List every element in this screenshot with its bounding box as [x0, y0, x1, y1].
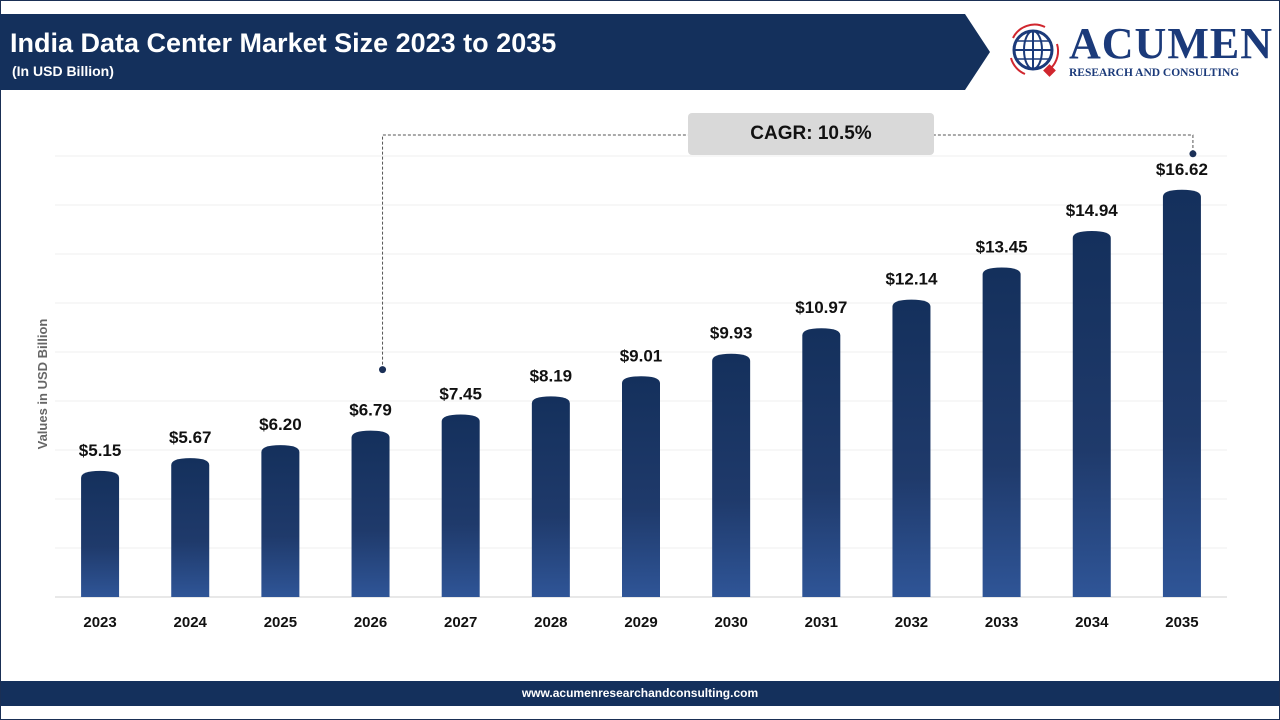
title-banner — [0, 14, 990, 90]
x-tick-label: 2027 — [444, 614, 477, 631]
logo-wordmark: ACUMEN — [1069, 19, 1273, 68]
x-tick-label: 2033 — [985, 614, 1018, 631]
bar-2033 — [982, 267, 1021, 597]
globe-icon — [1010, 23, 1060, 77]
x-tick-label: 2032 — [895, 614, 928, 631]
logo-tagline: RESEARCH AND CONSULTING — [1069, 67, 1240, 79]
acumen-logo: ACUMEN RESEARCH AND CONSULTING — [1005, 22, 1272, 82]
x-tick-label: 2026 — [354, 614, 387, 631]
x-tick-label: 2035 — [1165, 614, 1198, 631]
cagr-annotation: CAGR: 10.5% — [688, 113, 934, 155]
bar-2023 — [81, 470, 120, 597]
data-label: $9.01 — [620, 346, 663, 365]
bar-2025 — [261, 445, 300, 597]
data-label: $9.93 — [710, 324, 753, 343]
cagr-start-dot — [379, 366, 387, 374]
x-tick-label: 2024 — [174, 614, 208, 631]
cagr-connector-line — [382, 134, 1194, 370]
x-tick-label: 2034 — [1075, 614, 1109, 631]
data-label: $10.97 — [795, 298, 847, 317]
x-tick-label: 2030 — [714, 614, 747, 631]
data-label: $16.62 — [1156, 160, 1208, 179]
x-tick-label: 2023 — [83, 614, 116, 631]
bar-2030 — [712, 353, 751, 597]
y-axis-label: Values in USD Billion — [35, 319, 50, 450]
chart-subtitle: (In USD Billion) — [12, 63, 114, 79]
bar-2035 — [1162, 189, 1201, 597]
data-label: $12.14 — [885, 270, 938, 289]
x-tick-label: 2029 — [624, 614, 657, 631]
data-label: $14.94 — [1066, 201, 1119, 220]
x-tick-label: 2031 — [805, 614, 838, 631]
bar-2029 — [622, 376, 660, 597]
bar-2028 — [531, 396, 570, 597]
data-label: $6.79 — [349, 401, 392, 420]
data-label: $5.15 — [79, 441, 122, 460]
bar-2031 — [802, 328, 841, 597]
data-label: $6.20 — [259, 415, 302, 434]
x-tick-label: 2025 — [264, 614, 297, 631]
bar-2032 — [892, 299, 931, 597]
data-label: $7.45 — [439, 384, 482, 403]
bar-2034 — [1072, 230, 1111, 597]
x-tick-label: 2028 — [534, 614, 567, 631]
cagr-end-dot — [1189, 150, 1197, 158]
bar-2026 — [351, 430, 390, 597]
bar-2027 — [441, 414, 480, 597]
data-label: $5.67 — [169, 428, 212, 447]
bar-2024 — [171, 458, 210, 597]
chart-title: India Data Center Market Size 2023 to 20… — [10, 28, 557, 58]
data-label: $13.45 — [976, 237, 1028, 256]
data-label: $8.19 — [530, 366, 573, 385]
footer-url: www.acumenresearchandconsulting.com — [1, 681, 1279, 706]
